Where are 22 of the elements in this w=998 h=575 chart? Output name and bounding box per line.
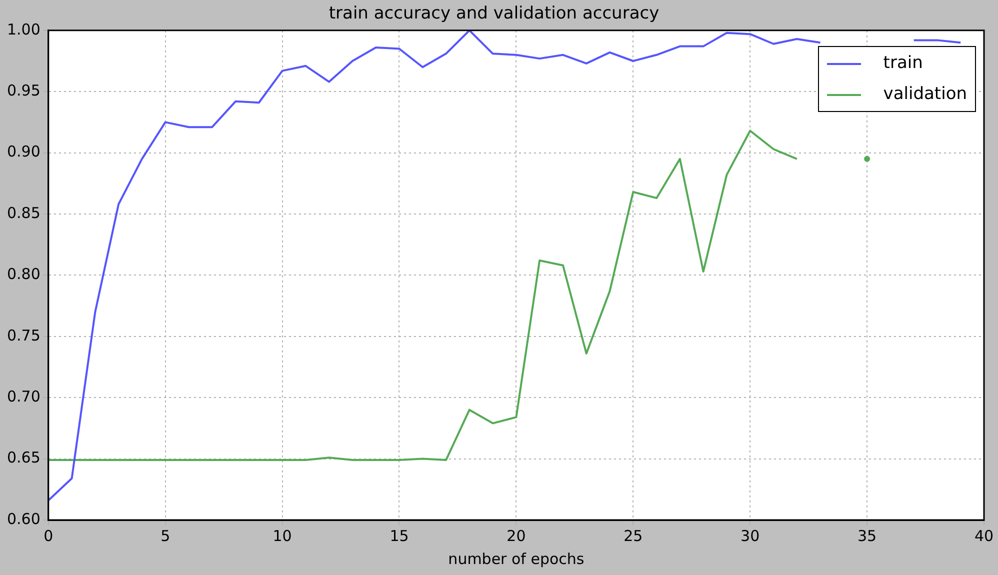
x-axis-title: number of epochs — [448, 550, 584, 568]
x-tick-label: 40 — [974, 526, 994, 545]
chart-title: train accuracy and validation accuracy — [328, 4, 660, 24]
y-tick-label: 0.65 — [6, 448, 40, 467]
x-tick-label: 35 — [858, 526, 877, 545]
x-tick-label: 30 — [740, 526, 760, 545]
y-tick-label: 0.85 — [6, 204, 40, 222]
y-tick-label: 0.90 — [6, 142, 40, 161]
x-tick-label: 0 — [44, 526, 54, 545]
x-tick-label: 20 — [506, 526, 526, 545]
x-tick-label: 15 — [390, 526, 409, 545]
x-tick-label: 10 — [272, 526, 292, 545]
y-tick-label: 0.60 — [6, 510, 40, 528]
legend-label: train — [883, 52, 923, 76]
x-tick-label: 5 — [160, 526, 170, 545]
y-tick-label: 0.95 — [6, 81, 40, 100]
y-tick-label: 0.75 — [6, 326, 40, 344]
y-tick-label: 0.70 — [6, 387, 40, 406]
x-tick-label: 25 — [624, 526, 643, 545]
y-tick-label: 1.00 — [6, 20, 40, 38]
y-tick-label: 0.80 — [6, 265, 40, 284]
legend-label: validation — [883, 83, 967, 106]
